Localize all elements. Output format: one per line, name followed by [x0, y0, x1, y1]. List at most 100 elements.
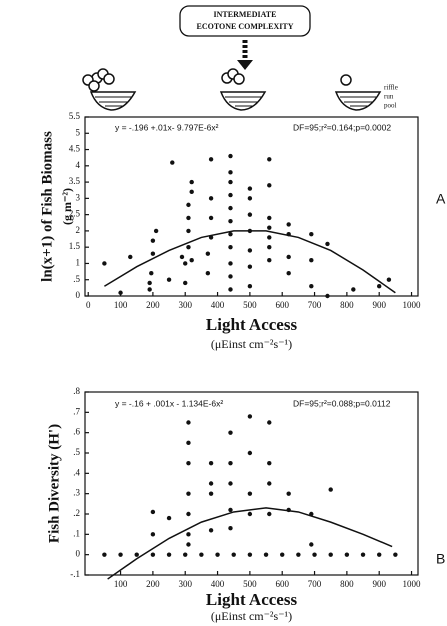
x-tick-label: 1000 [403, 300, 422, 310]
data-point [228, 244, 233, 250]
x-tick-label: 900 [372, 300, 386, 310]
data-point [205, 271, 211, 276]
y-tick-label: .4 [73, 467, 80, 477]
data-point [312, 552, 317, 557]
data-point [228, 231, 233, 237]
data-point [228, 192, 233, 198]
plot-frame [84, 391, 419, 576]
y-tick-label: 0 [76, 549, 81, 559]
data-point [325, 241, 330, 247]
data-point [360, 552, 366, 557]
panel-label: B [436, 551, 445, 567]
habitat-icon [334, 74, 382, 111]
data-point [186, 542, 191, 547]
x-tick-label: 700 [308, 300, 322, 310]
data-point [189, 179, 194, 185]
x-tick-label: 300 [178, 579, 192, 589]
data-point [147, 280, 152, 286]
data-point [228, 481, 233, 486]
data-point [228, 153, 233, 159]
x-axis-label: Light Access [206, 590, 298, 609]
concept-box [179, 5, 311, 37]
data-point [247, 264, 253, 269]
y-tick-label: 2 [76, 225, 81, 235]
x-tick-label: 800 [340, 579, 354, 589]
data-point [393, 552, 398, 557]
data-point [267, 481, 272, 486]
x-tick-label: 600 [275, 300, 289, 310]
data-point [134, 552, 139, 557]
y-axis-label: Fish Diversity (H') [46, 424, 62, 543]
stats: DF=95;r²=0.088;p=0.0112 [293, 398, 391, 408]
data-point [186, 511, 191, 517]
y-tick-label: 5 [76, 127, 81, 137]
data-point [183, 280, 188, 286]
data-point [228, 205, 233, 211]
data-point [186, 228, 191, 234]
data-point [128, 254, 133, 260]
stream-label: run [384, 93, 394, 101]
y-tick-label: 4 [76, 160, 81, 170]
x-tick-label: 400 [211, 300, 225, 310]
data-point [228, 430, 233, 435]
data-point [208, 528, 214, 533]
data-point [247, 414, 253, 419]
data-point [351, 287, 356, 292]
data-point [199, 552, 204, 557]
x-tick-label: 100 [114, 579, 128, 589]
y-tick-label: -.1 [70, 569, 80, 579]
data-point [102, 552, 107, 557]
equation: y = -.196 +.01x- 9.797E-6x² [115, 122, 219, 132]
data-point [228, 507, 233, 513]
data-point [267, 511, 272, 517]
data-point [183, 261, 188, 266]
data-point [208, 491, 214, 496]
data-point [247, 248, 253, 253]
x-tick-label: 700 [308, 579, 322, 589]
data-point [186, 215, 191, 221]
arrow-head [237, 60, 253, 70]
panel-label: A [436, 191, 446, 207]
tree [88, 80, 100, 92]
y-tick-label: .1 [73, 528, 80, 538]
data-point [228, 526, 233, 531]
data-point [186, 244, 191, 250]
equation: y = -.16 + .001x - 1.134E-6x² [115, 398, 223, 408]
data-point [267, 215, 272, 221]
data-point [118, 290, 123, 295]
data-point [186, 202, 191, 208]
data-point [186, 460, 191, 466]
data-point [296, 552, 301, 557]
data-point [208, 196, 214, 201]
data-point [228, 287, 233, 292]
x-tick-label: 200 [146, 579, 160, 589]
data-point [328, 552, 333, 557]
data-point [147, 287, 152, 292]
data-point [228, 274, 233, 279]
data-point [189, 258, 194, 263]
x-axis-label: Light Access [206, 315, 298, 334]
data-point [247, 450, 253, 456]
x-tick-label: 100 [114, 300, 128, 310]
data-point [186, 491, 191, 496]
data-point [267, 235, 272, 240]
x-tick-label: 800 [340, 300, 354, 310]
data-point [179, 254, 185, 260]
data-point [153, 228, 159, 234]
y-tick-label: 4.5 [69, 144, 81, 154]
data-point [118, 552, 123, 557]
data-point [208, 481, 214, 486]
data-point [150, 552, 156, 557]
x-tick-label: 500 [243, 579, 257, 589]
x-axis-unit: (μEinst cm⁻²s⁻¹) [211, 337, 292, 351]
data-point [186, 440, 191, 446]
x-tick-label: 0 [86, 300, 91, 310]
x-tick-label: 600 [275, 579, 289, 589]
data-point [328, 487, 333, 492]
data-point [247, 196, 253, 201]
data-point [286, 271, 291, 276]
fit-curve [104, 230, 396, 294]
data-point [183, 552, 188, 557]
x-axis-unit: (μEinst cm⁻²s⁻¹) [211, 609, 292, 623]
